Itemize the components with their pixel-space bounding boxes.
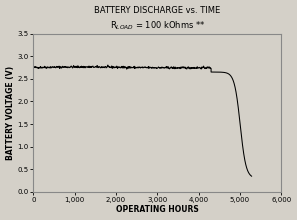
Title: BATTERY DISCHARGE vs. TIME
R$_{LOAD}$ = 100 kOhms **: BATTERY DISCHARGE vs. TIME R$_{LOAD}$ = … xyxy=(94,6,220,31)
Y-axis label: BATTERY VOLTAGE (V): BATTERY VOLTAGE (V) xyxy=(6,66,15,160)
X-axis label: OPERATING HOURS: OPERATING HOURS xyxy=(116,205,199,214)
